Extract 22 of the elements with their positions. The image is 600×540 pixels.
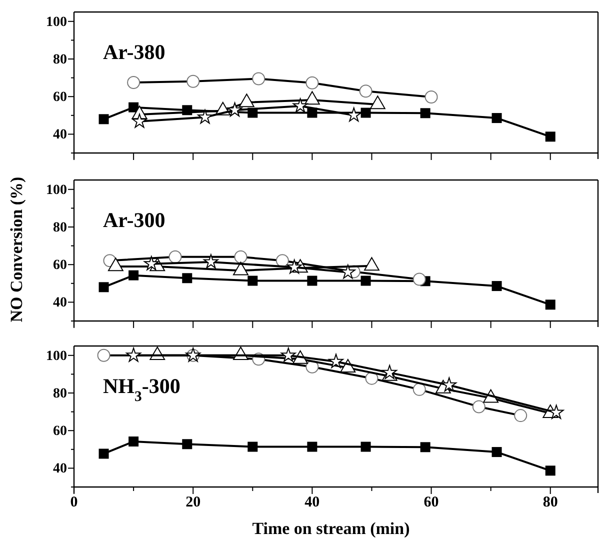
y-tick-label: 80 (53, 386, 67, 402)
y-tick-label: 60 (53, 90, 67, 106)
text: Ar-380 (103, 40, 166, 64)
y-tick-label: 40 (53, 462, 67, 477)
x-tick-label: 0 (70, 494, 78, 511)
x-tick-label: 80 (542, 494, 558, 511)
y-tick-label: 40 (53, 296, 67, 311)
y-tick-label: 60 (53, 424, 67, 440)
y-axis-title: NO Conversion (%) (7, 176, 26, 322)
x-axis-title: Time on stream (min) (252, 519, 410, 538)
x-tick-label: 60 (424, 494, 439, 511)
y-tick-label: 40 (53, 128, 67, 143)
text: Ar-300 (103, 208, 166, 232)
x-tick-label: 40 (304, 494, 320, 511)
text: NH$_{3}$-300 (103, 374, 180, 405)
y-tick-label: 80 (53, 52, 67, 68)
x-tick-label: 20 (186, 494, 201, 511)
y-tick-label: 100 (46, 348, 67, 364)
y-tick-label: 60 (53, 258, 67, 274)
y-tick-label: 80 (53, 220, 67, 236)
y-tick-label: 100 (46, 182, 67, 198)
y-tick-label: 100 (46, 14, 67, 30)
